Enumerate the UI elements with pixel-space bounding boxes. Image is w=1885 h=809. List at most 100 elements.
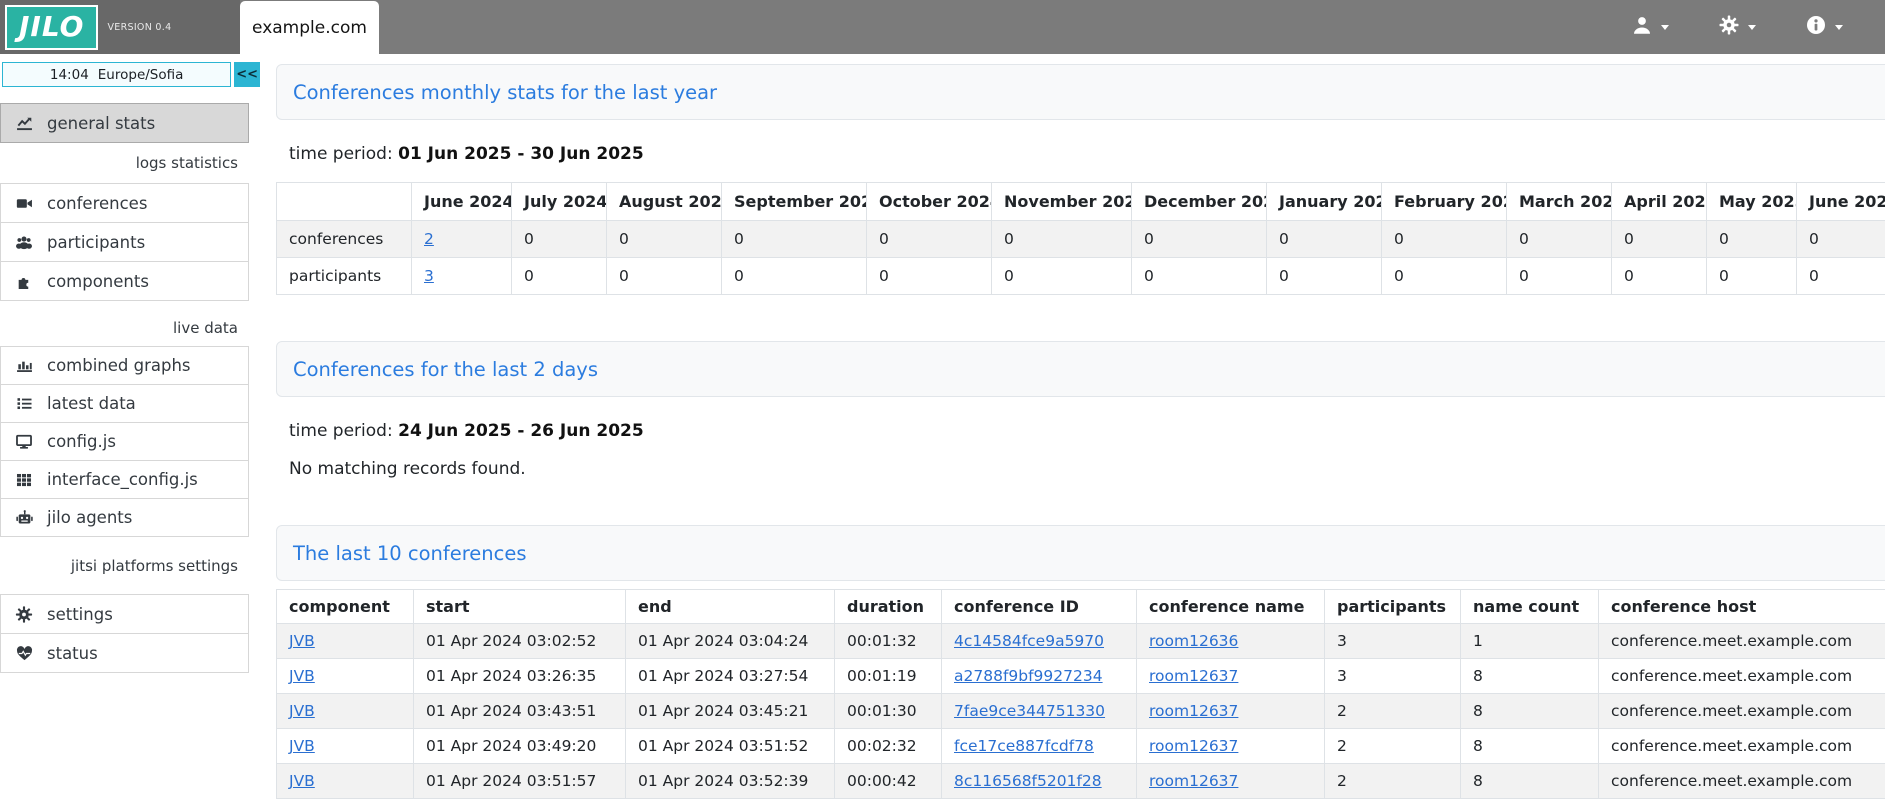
cell-component: JVB bbox=[276, 623, 414, 659]
conference-name-link[interactable]: room12637 bbox=[1149, 737, 1239, 755]
sidebar-item-combined-graphs[interactable]: combined graphs bbox=[0, 346, 249, 385]
sidebar-item-status[interactable]: status bbox=[0, 633, 249, 673]
column-header-conference-host: conference host bbox=[1598, 589, 1885, 624]
column-header: June 2024 bbox=[411, 182, 512, 221]
cell-value: 0 bbox=[606, 257, 722, 295]
cell-conference-host: conference.meet.example.com bbox=[1598, 658, 1885, 694]
column-header: December 2024 bbox=[1131, 182, 1267, 221]
info-menu[interactable] bbox=[1806, 15, 1843, 39]
cell-conference-name: room12637 bbox=[1136, 658, 1325, 694]
panel-last2days-title[interactable]: Conferences for the last 2 days bbox=[293, 357, 599, 381]
time-period-label: time period: bbox=[289, 421, 393, 441]
conference-id-link[interactable]: 4c14584fce9a5970 bbox=[954, 632, 1105, 650]
cell-participants: 3 bbox=[1324, 658, 1461, 694]
conference-id-link[interactable]: fce17ce887fcdf78 bbox=[954, 737, 1094, 755]
panel-last10-title[interactable]: The last 10 conferences bbox=[293, 541, 527, 565]
cell-end: 01 Apr 2024 03:45:21 bbox=[625, 693, 835, 729]
user-icon bbox=[1632, 15, 1652, 39]
conference-name-link[interactable]: room12637 bbox=[1149, 702, 1239, 720]
table-row: JVB 01 Apr 2024 03:26:35 01 Apr 2024 03:… bbox=[276, 658, 1885, 694]
sidebar: 14:04 Europe/Sofia << general stats logs… bbox=[0, 54, 260, 673]
cell-participants: 3 bbox=[1324, 623, 1461, 659]
column-header: September 2024 bbox=[721, 182, 867, 221]
user-menu[interactable] bbox=[1632, 15, 1669, 39]
app-logo-text: JILO bbox=[19, 9, 85, 43]
monthly-header-row: June 2024 July 2024 August 2024 Septembe… bbox=[276, 182, 1885, 221]
sidebar-item-label: components bbox=[47, 271, 149, 291]
sidebar-item-interface-config-js[interactable]: interface_config.js bbox=[0, 460, 249, 499]
panel-monthly-stats-title[interactable]: Conferences monthly stats for the last y… bbox=[293, 80, 718, 104]
cell-value: 0 bbox=[1706, 220, 1797, 258]
cell-value: 0 bbox=[1796, 220, 1885, 258]
conference-id-link[interactable]: a2788f9bf9927234 bbox=[954, 667, 1103, 685]
conference-name-link[interactable]: room12636 bbox=[1149, 632, 1239, 650]
participants-count-link[interactable]: 3 bbox=[424, 267, 434, 285]
component-link[interactable]: JVB bbox=[289, 772, 315, 790]
cell-value: 0 bbox=[721, 257, 867, 295]
sidebar-item-label: latest data bbox=[47, 394, 136, 413]
column-header: June 2025 bbox=[1796, 182, 1885, 221]
cell-conference-id: 8c116568f5201f28 bbox=[941, 763, 1137, 799]
row-label: participants bbox=[276, 257, 412, 295]
component-link[interactable]: JVB bbox=[289, 632, 315, 650]
cell-value: 0 bbox=[1131, 257, 1267, 295]
conference-id-link[interactable]: 7fae9ce344751330 bbox=[954, 702, 1106, 720]
sidebar-item-general-stats[interactable]: general stats bbox=[0, 103, 249, 143]
column-header-start: start bbox=[413, 589, 626, 624]
cell-name-count: 1 bbox=[1460, 623, 1599, 659]
cell-start: 01 Apr 2024 03:49:20 bbox=[413, 728, 626, 764]
sidebar-item-label: jilo agents bbox=[47, 508, 133, 527]
cell-value: 0 bbox=[866, 220, 992, 258]
cell-component: JVB bbox=[276, 763, 414, 799]
gear-icon bbox=[1719, 15, 1739, 39]
cell-conference-id: a2788f9bf9927234 bbox=[941, 658, 1137, 694]
cell-value: 0 bbox=[866, 257, 992, 295]
component-link[interactable]: JVB bbox=[289, 737, 315, 755]
version-label: VERSION 0.4 bbox=[107, 21, 172, 33]
conference-name-link[interactable]: room12637 bbox=[1149, 667, 1239, 685]
column-header: October 2024 bbox=[866, 182, 992, 221]
section-label-logs-statistics: logs statistics bbox=[135, 154, 238, 172]
cell-value: 0 bbox=[1796, 257, 1885, 295]
info-icon bbox=[1806, 15, 1826, 39]
table-row: JVB 01 Apr 2024 03:02:52 01 Apr 2024 03:… bbox=[276, 623, 1885, 659]
tab-example-com[interactable]: example.com bbox=[240, 1, 379, 54]
sidebar-item-participants[interactable]: participants bbox=[0, 222, 249, 262]
cell-name-count: 8 bbox=[1460, 728, 1599, 764]
sidebar-item-components[interactable]: components bbox=[0, 261, 249, 301]
sidebar-item-config-js[interactable]: config.js bbox=[0, 422, 249, 461]
last2days-time-period: time period: 24 Jun 2025 - 26 Jun 2025 bbox=[289, 421, 1885, 441]
chart-line-icon bbox=[13, 115, 35, 132]
sidebar-item-conferences[interactable]: conferences bbox=[0, 183, 249, 223]
sidebar-item-latest-data[interactable]: latest data bbox=[0, 384, 249, 423]
section-label-live-data: live data bbox=[173, 319, 238, 337]
component-link[interactable]: JVB bbox=[289, 667, 315, 685]
cell-participants: 2 bbox=[1324, 728, 1461, 764]
sidebar-item-settings[interactable]: settings bbox=[0, 594, 249, 634]
component-link[interactable]: JVB bbox=[289, 702, 315, 720]
panel-last2days-header: Conferences for the last 2 days bbox=[276, 341, 1885, 397]
settings-menu[interactable] bbox=[1719, 15, 1756, 39]
clock-row: 14:04 Europe/Sofia << bbox=[2, 62, 260, 87]
conference-id-link[interactable]: 8c116568f5201f28 bbox=[954, 772, 1102, 790]
conferences-count-link[interactable]: 2 bbox=[424, 230, 434, 248]
column-header: February 2025 bbox=[1381, 182, 1507, 221]
cell-value: 0 bbox=[1266, 257, 1382, 295]
column-header: May 2025 bbox=[1706, 182, 1797, 221]
sidebar-item-label: combined graphs bbox=[47, 356, 191, 375]
cell-conference-host: conference.meet.example.com bbox=[1598, 623, 1885, 659]
conference-name-link[interactable]: room12637 bbox=[1149, 772, 1239, 790]
clock-timezone: Europe/Sofia bbox=[97, 66, 184, 83]
sidebar-item-label: status bbox=[47, 643, 98, 663]
time-period-label: time period: bbox=[289, 144, 393, 164]
sidebar-item-jilo-agents[interactable]: jilo agents bbox=[0, 498, 249, 537]
cell-end: 01 Apr 2024 03:27:54 bbox=[625, 658, 835, 694]
column-header-end: end bbox=[625, 589, 835, 624]
cell-name-count: 8 bbox=[1460, 763, 1599, 799]
cell-component: JVB bbox=[276, 693, 414, 729]
cell-value: 0 bbox=[606, 220, 722, 258]
sidebar-item-label: settings bbox=[47, 604, 113, 624]
cell-value: 0 bbox=[1266, 220, 1382, 258]
sidebar-collapse-button[interactable]: << bbox=[234, 62, 260, 87]
video-icon bbox=[13, 195, 35, 212]
